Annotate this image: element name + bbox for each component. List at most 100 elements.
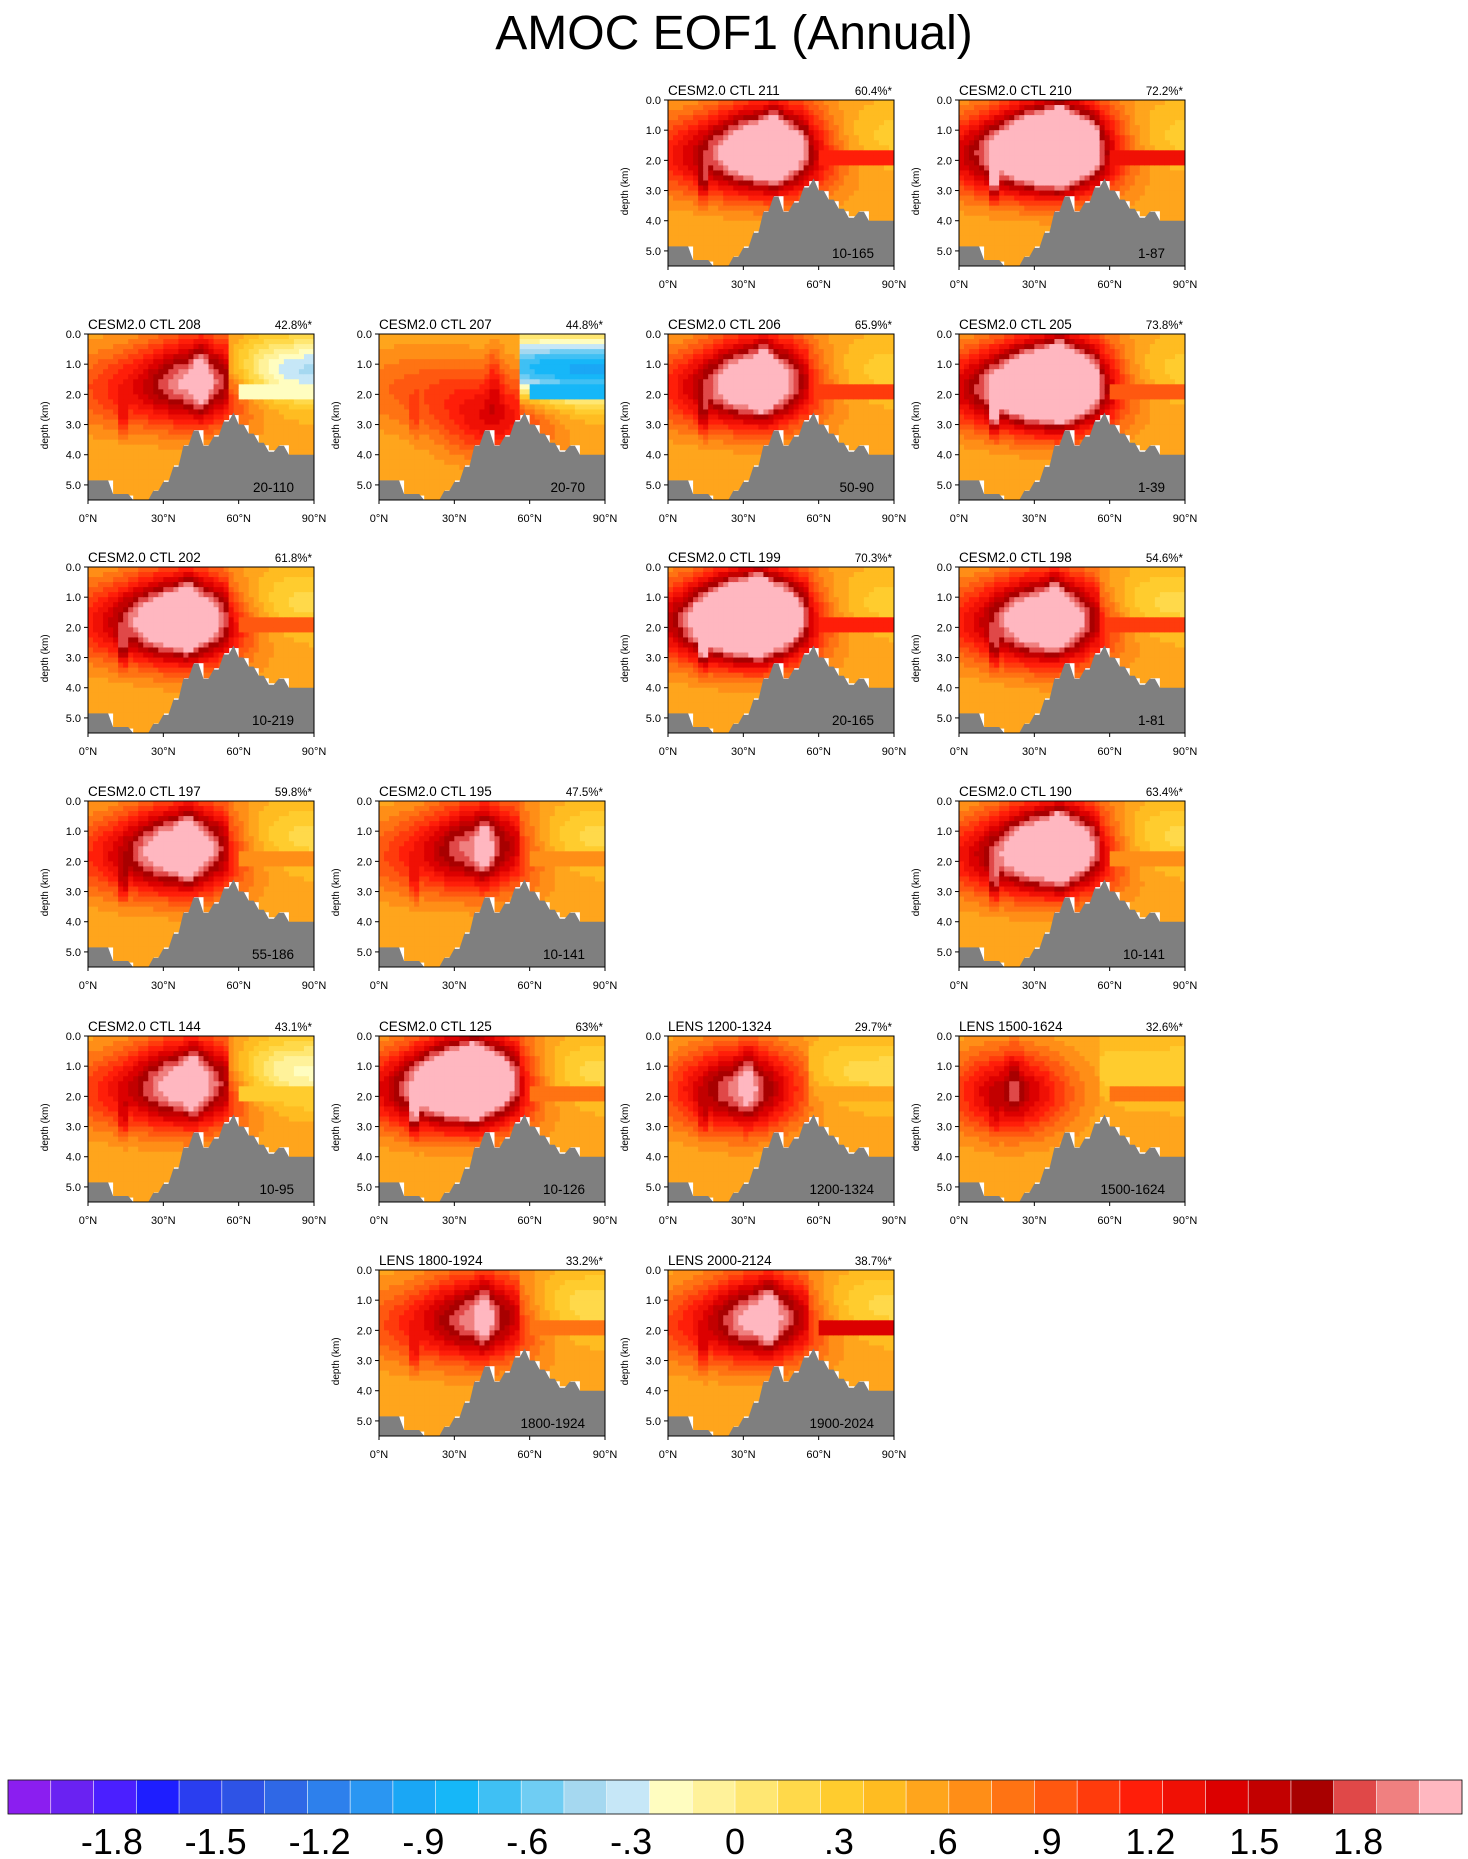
x-tick-label: 90°N (593, 513, 618, 525)
y-tick-label: 2.0 (646, 389, 661, 401)
plot-frame (958, 99, 1186, 267)
y-tick-label: 3.0 (66, 1122, 81, 1134)
y-tick-label: 5.0 (357, 1416, 372, 1428)
plot-area (88, 567, 314, 733)
panel-percent: 54.6%* (1146, 553, 1184, 565)
x-tick-label: 90°N (302, 980, 327, 992)
panel-title: CESM2.0 CTL 190 (959, 784, 1072, 799)
colorbar-box (1205, 1779, 1249, 1815)
y-tick-label: 3.0 (66, 420, 81, 432)
y-axis-label: depth (km) (331, 1337, 342, 1385)
x-tick-label: 90°N (882, 1449, 907, 1461)
x-tick-label: 30°N (151, 513, 176, 525)
y-tick-label: 5.0 (357, 480, 372, 492)
y-tick-label: 3.0 (646, 1122, 661, 1134)
y-tick-label: 0.0 (937, 796, 952, 808)
colorbar-box (649, 1779, 694, 1815)
y-tick-label: 2.0 (357, 1325, 372, 1337)
y-tick-label: 3.0 (66, 887, 81, 899)
y-axis-label: depth (km) (331, 401, 342, 449)
colorbar-label: 1.8 (1333, 1821, 1383, 1859)
y-tick-label: 1.0 (646, 125, 661, 137)
y-axis-label: depth (km) (911, 167, 922, 215)
panel-percent: 63.4%* (1146, 787, 1184, 799)
colorbar-label: -.6 (506, 1821, 548, 1859)
y-tick-label: 3.0 (357, 887, 372, 899)
x-tick-label: 30°N (1022, 746, 1047, 758)
colorbar-box (435, 1779, 480, 1815)
colorbar-box (862, 1779, 907, 1815)
y-axis-label: depth (km) (620, 1103, 631, 1151)
x-tick-label: 90°N (593, 1215, 618, 1227)
plot-frame (667, 1269, 895, 1437)
plot-area (379, 1270, 605, 1436)
x-tick-label: 90°N (1173, 746, 1198, 758)
y-tick-label: 0.0 (357, 329, 372, 341)
colorbar-label: .3 (824, 1821, 854, 1859)
y-tick-label: 2.0 (646, 622, 661, 634)
panel-title: CESM2.0 CTL 202 (88, 550, 201, 565)
topography (668, 1348, 894, 1436)
colorbar-box (691, 1779, 736, 1815)
panel-title: CESM2.0 CTL 205 (959, 317, 1072, 332)
x-tick-label: 60°N (517, 513, 542, 525)
y-tick-label: 2.0 (66, 389, 81, 401)
y-tick-label: 1.0 (937, 826, 952, 838)
panel-title: LENS 1800-1924 (379, 1253, 483, 1268)
y-axis-label: depth (km) (620, 401, 631, 449)
y-tick-label: 5.0 (646, 480, 661, 492)
y-tick-label: 5.0 (646, 713, 661, 725)
panel-percent: 33.2%* (566, 1256, 604, 1268)
panel-cesm2-0-ctl-207: 0.0 1.0 2.0 3.0 4.0 5.0 depth (km) 0°N 30°N 60°N 9… (331, 317, 617, 525)
y-tick-label: 2.0 (66, 1091, 81, 1103)
panel-years: 10-95 (259, 1182, 294, 1197)
panel-title: CESM2.0 CTL 144 (88, 1019, 201, 1034)
plot-area (959, 1036, 1185, 1202)
panel-years: 20-165 (832, 713, 874, 728)
colorbar-box (734, 1779, 779, 1815)
plot-frame (667, 99, 895, 267)
panel-cesm2-0-ctl-211: 0.0 1.0 2.0 3.0 4.0 5.0 depth (km) 0°N 30°N 60°N 9… (620, 83, 906, 291)
y-tick-label: 4.0 (66, 917, 81, 929)
panel-percent: 63%* (576, 1022, 604, 1034)
topography (668, 1114, 894, 1202)
y-axis-label: depth (km) (40, 868, 51, 916)
panel-cesm2-0-ctl-198: 0.0 1.0 2.0 3.0 4.0 5.0 depth (km) 0°N 30°N 60°N 9… (911, 550, 1197, 758)
panel-years: 10-219 (252, 713, 294, 728)
y-tick-label: 2.0 (937, 622, 952, 634)
colorbar-box (93, 1779, 138, 1815)
panel-cesm2-0-ctl-210: 0.0 1.0 2.0 3.0 4.0 5.0 depth (km) 0°N 30°N 60°N 9… (911, 83, 1197, 291)
panel-years: 1900-2024 (809, 1416, 874, 1431)
y-tick-label: 3.0 (646, 653, 661, 665)
x-tick-label: 90°N (593, 980, 618, 992)
x-tick-label: 90°N (882, 513, 907, 525)
x-tick-label: 30°N (731, 279, 756, 291)
y-tick-label: 5.0 (937, 713, 952, 725)
plot-area (668, 100, 894, 266)
panel-lens-2000-2124: 0.0 1.0 2.0 3.0 4.0 5.0 depth (km) 0°N 30°N 60°N 9… (620, 1253, 906, 1461)
panel-title: CESM2.0 CTL 210 (959, 83, 1072, 98)
colorbar-label: -.3 (610, 1821, 652, 1859)
y-tick-label: 5.0 (66, 713, 81, 725)
panel-percent: 59.8%* (275, 787, 313, 799)
y-axis-label: depth (km) (911, 634, 922, 682)
colorbar-box (178, 1779, 223, 1815)
x-tick-label: 30°N (731, 513, 756, 525)
x-tick-label: 60°N (226, 1215, 251, 1227)
panel-years: 1-39 (1138, 480, 1165, 495)
x-tick-label: 30°N (442, 513, 467, 525)
plot-area (379, 801, 605, 967)
y-axis-label: depth (km) (331, 868, 342, 916)
y-tick-label: 4.0 (357, 450, 372, 462)
x-tick-label: 30°N (1022, 513, 1047, 525)
y-tick-label: 1.0 (66, 826, 81, 838)
y-tick-label: 4.0 (357, 917, 372, 929)
colorbar-label: .9 (1032, 1821, 1062, 1859)
y-tick-label: 1.0 (357, 1295, 372, 1307)
x-tick-label: 0°N (659, 1449, 678, 1461)
x-tick-label: 0°N (659, 513, 678, 525)
y-tick-label: 2.0 (357, 856, 372, 868)
panel-percent: 47.5%* (566, 787, 604, 799)
panel-title: CESM2.0 CTL 197 (88, 784, 201, 799)
colorbar-box (1162, 1779, 1207, 1815)
